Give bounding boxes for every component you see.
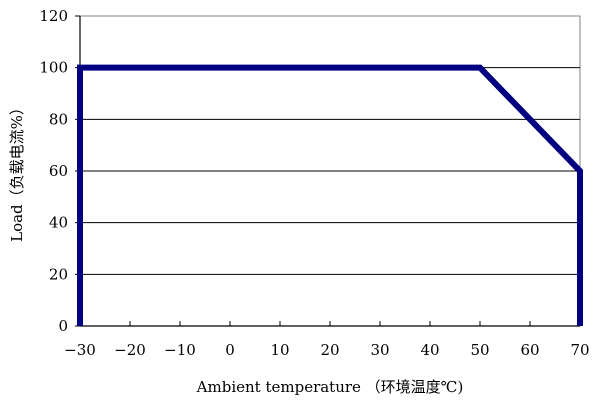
x-tick-label--30: −30 [64,341,96,359]
x-tick-label-10: 10 [270,341,289,359]
y-tick-label-0: 0 [58,317,68,335]
x-tick-label-60: 60 [520,341,539,359]
y-tick-label-100: 100 [39,59,68,77]
x-tick-label--10: −10 [164,341,196,359]
series-layer [77,64,583,326]
y-tick-label-120: 120 [39,7,68,25]
x-tick-label-40: 40 [420,341,439,359]
y-tick-label-40: 40 [49,214,68,232]
y-axis-title: Load（负载电流%） [8,100,26,242]
x-tick-label-50: 50 [470,341,489,359]
x-tick-label-20: 20 [320,341,339,359]
x-tick-label-70: 70 [570,341,589,359]
series-line-0 [77,64,583,326]
grid-lines [80,67,580,275]
x-axis-title: Ambient temperature （环境温度℃) [196,378,464,396]
y-tick-label-20: 20 [49,265,68,283]
x-tick-labels: −30 −20 −10 0 10 20 30 40 50 60 70 [64,341,589,359]
x-tick-label--20: −20 [114,341,146,359]
y-tick-label-80: 80 [49,110,68,128]
x-tick-label-30: 30 [370,341,389,359]
y-tick-label-60: 60 [49,162,68,180]
y-tick-labels: 0 20 40 60 80 100 120 [39,7,68,335]
x-tick-label-0: 0 [225,341,235,359]
